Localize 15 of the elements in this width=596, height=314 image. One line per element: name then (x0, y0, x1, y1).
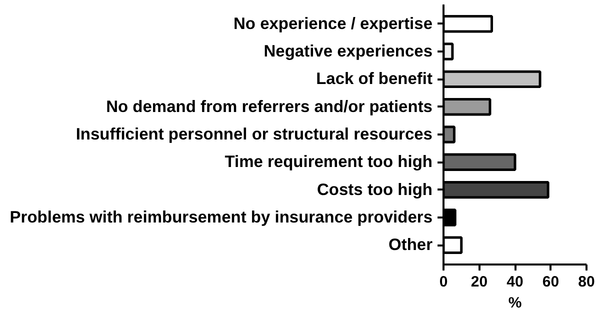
y-tick-label: Time requirement too high (224, 153, 432, 172)
x-tick-label: 20 (470, 274, 488, 290)
x-tick-label: 80 (578, 274, 595, 290)
y-tick-label: Lack of benefit (316, 70, 434, 88)
x-axis-title: % (508, 294, 522, 312)
y-tick-label: Problems with reimbursement by insurance providers (10, 208, 433, 226)
y-tick-label: Other (388, 236, 434, 254)
x-tick-label: 0 (439, 274, 448, 290)
y-tick-label: No experience / expertise (233, 14, 432, 33)
y-tick-label: Costs too high (317, 180, 432, 199)
y-tick-label: Negative experiences (264, 42, 433, 61)
y-tick-label: No demand from referrers and/or patients (106, 98, 433, 116)
x-tick-label: 60 (542, 274, 560, 290)
x-tick-label: 40 (506, 274, 524, 290)
y-tick-label: Insufficient personnel or structural resources (76, 126, 433, 144)
